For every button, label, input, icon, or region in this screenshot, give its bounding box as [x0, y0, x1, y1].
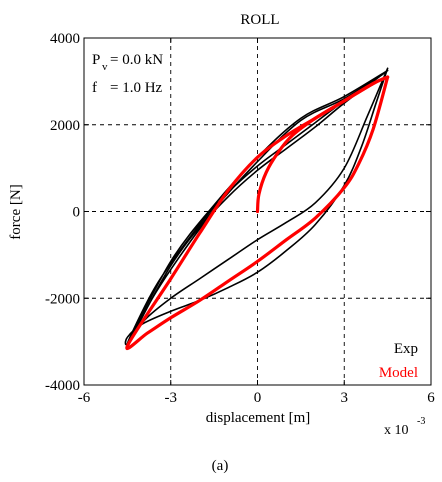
annotation-f-symbol: f: [92, 80, 97, 96]
annotation-pv-sub: v: [102, 61, 108, 73]
annotation-pv-symbol: P: [92, 52, 100, 68]
axis-ticks: -6 -3 0 3 6 -4000 -2000 0 2000 4000: [45, 31, 435, 406]
figure-caption: (a): [212, 458, 229, 474]
x-scale-base: x 10: [384, 423, 409, 438]
y-tick-label: -2000: [45, 291, 80, 307]
y-tick-label: 4000: [50, 31, 80, 47]
x-tick-label: 0: [254, 390, 262, 406]
y-tick-label: -4000: [45, 378, 80, 394]
x-scale-exponent: -3: [417, 416, 425, 427]
x-tick-label: -3: [165, 390, 178, 406]
series-exp-curve-1: [126, 69, 389, 345]
x-tick-label: 6: [427, 390, 435, 406]
series-exp-curve-0: [124, 67, 389, 346]
legend-model: Model: [379, 365, 418, 381]
series-exp-curve-2: [126, 71, 386, 347]
series-exp: [124, 67, 389, 347]
x-tick-label: -6: [78, 390, 91, 406]
legend-exp: Exp: [394, 341, 418, 357]
x-tick-label: 3: [341, 390, 349, 406]
y-tick-label: 0: [73, 205, 81, 221]
series-model-curve-1: [125, 75, 390, 351]
plot-series: [124, 67, 390, 351]
x-axis-label: displacement [m]: [206, 410, 311, 426]
chart-title: ROLL: [240, 12, 279, 28]
series-model: [125, 75, 390, 351]
annotation-f-value: = 1.0 Hz: [110, 80, 163, 96]
y-axis-label: force [N]: [8, 184, 24, 239]
annotation-pv-value: = 0.0 kN: [110, 52, 163, 68]
y-tick-label: 2000: [50, 118, 80, 134]
